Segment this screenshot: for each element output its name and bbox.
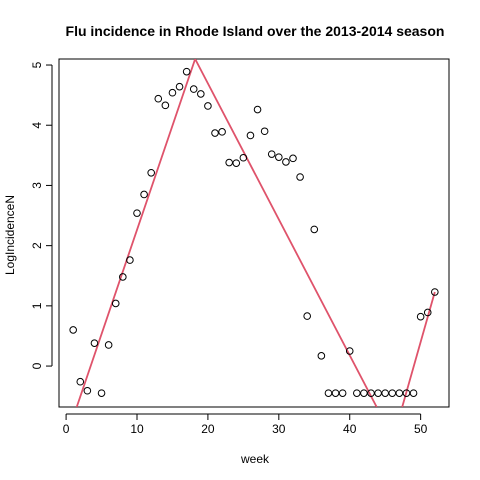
data-point	[345, 347, 354, 355]
chart-title: Flu incidence in Rhode Island over the 2…	[66, 23, 445, 39]
data-point	[338, 389, 347, 397]
data-point	[310, 225, 319, 234]
plot-area-border	[58, 58, 450, 408]
x-tick-label: 40	[343, 422, 357, 436]
x-tick-label: 50	[414, 422, 428, 436]
y-tick-label: 2	[30, 242, 44, 249]
x-tick-label: 0	[63, 422, 70, 436]
x-tick-label: 20	[201, 422, 215, 436]
fit-lines	[75, 59, 436, 407]
data-point	[317, 352, 326, 360]
data-point	[204, 102, 212, 110]
data-point	[119, 273, 127, 281]
data-point	[395, 389, 404, 397]
fit-line-segment	[401, 291, 436, 407]
data-point	[289, 154, 297, 163]
data-point	[168, 88, 177, 97]
data-point	[388, 389, 397, 397]
data-point	[161, 101, 170, 110]
y-tick-label: 5	[30, 61, 44, 68]
data-point	[324, 389, 333, 397]
y-tick-label: 4	[30, 122, 44, 129]
data-point	[232, 159, 241, 167]
fit-line-segment	[194, 59, 378, 407]
data-point	[133, 209, 141, 217]
data-point	[147, 168, 155, 177]
y-tick-label: 3	[30, 182, 44, 189]
y-axis-label: LogIncidenceN	[3, 195, 17, 275]
x-tick-label: 10	[130, 422, 144, 436]
data-point	[97, 389, 106, 397]
fit-line-segment	[75, 59, 196, 407]
data-point	[90, 339, 99, 347]
x-axis-label: week	[240, 452, 270, 466]
data-point	[423, 308, 432, 317]
data-point	[189, 85, 198, 93]
data-point	[246, 131, 255, 140]
data-point	[175, 82, 184, 91]
data-point	[211, 129, 219, 137]
data-point	[282, 158, 290, 166]
data-points	[69, 67, 439, 397]
data-point	[154, 94, 163, 103]
data-point	[381, 389, 389, 397]
data-point	[275, 153, 283, 161]
data-point	[374, 389, 382, 397]
data-point	[111, 299, 120, 308]
data-point	[239, 153, 248, 162]
data-point	[76, 377, 85, 386]
data-point	[182, 67, 191, 76]
data-point	[431, 288, 439, 296]
data-point	[296, 173, 304, 181]
data-point	[409, 389, 418, 397]
data-point	[197, 90, 205, 98]
data-point	[140, 190, 148, 199]
y-tick-label: 1	[30, 302, 44, 309]
data-point	[416, 312, 425, 321]
data-point	[331, 389, 340, 397]
data-point	[69, 326, 77, 334]
data-point	[104, 341, 113, 349]
data-point	[353, 389, 361, 397]
x-tick-label: 30	[272, 422, 286, 436]
data-point	[218, 128, 226, 136]
data-point	[225, 158, 233, 167]
y-axis: 0 1 2 3 4 5	[30, 61, 53, 369]
data-point	[253, 105, 262, 114]
data-point	[126, 256, 134, 264]
y-tick-label: 0	[30, 362, 44, 369]
data-point	[83, 386, 92, 395]
data-point	[260, 127, 269, 136]
data-point	[267, 150, 276, 158]
x-axis: 0 10 20 30 40 50	[63, 413, 428, 436]
data-point	[303, 312, 311, 320]
data-point	[360, 389, 368, 397]
